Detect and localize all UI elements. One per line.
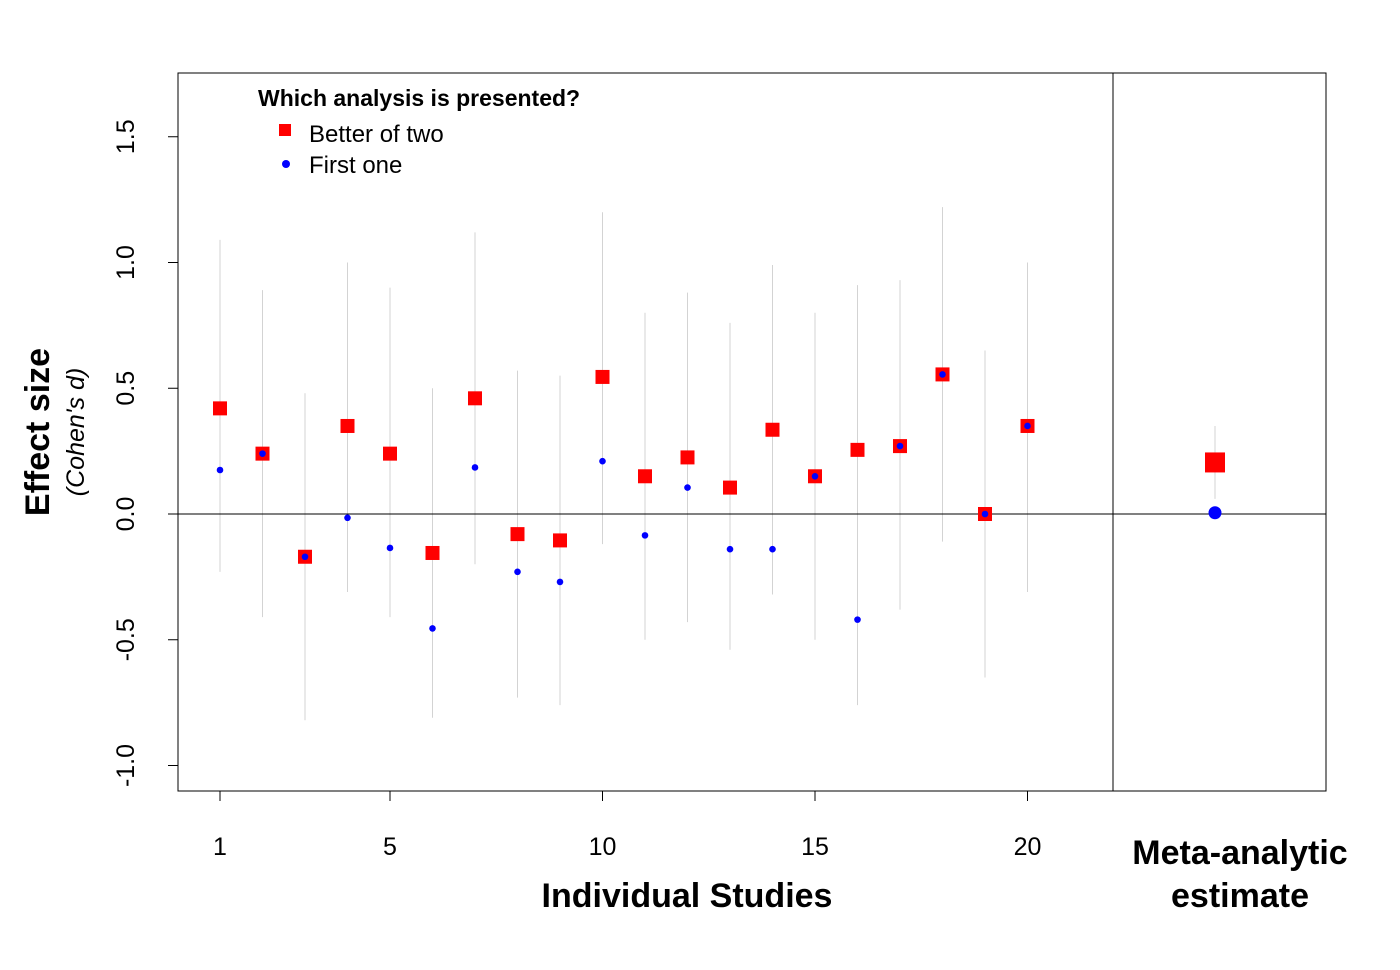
- x-tick-label-5: 5: [383, 833, 397, 861]
- better-of-two-point-4: [340, 418, 355, 433]
- confidence-intervals: [219, 207, 1216, 721]
- first-one-point-6: [429, 625, 436, 632]
- first-one-point-13: [726, 545, 734, 553]
- x-tick-label-1: 1: [213, 833, 227, 861]
- y-tick-label-0.0: 0.0: [112, 497, 140, 532]
- first-one-point-9: [556, 578, 564, 586]
- x-tick-label-20: 20: [1014, 833, 1042, 861]
- first-one-point-10: [599, 457, 606, 465]
- first-one-point-8: [514, 568, 521, 576]
- first-one-point-3: [301, 553, 309, 561]
- x-tick-label-10: 10: [589, 833, 617, 861]
- legend-title: Which analysis is presented?: [258, 85, 580, 111]
- first-one-point-4: [344, 514, 351, 522]
- better-of-two-point-16: [850, 442, 865, 457]
- legend: Which analysis is presented? Better of t…: [258, 85, 580, 179]
- better-of-two-point-1: [213, 401, 227, 416]
- first-one-point-18: [939, 371, 946, 378]
- better-of-two-point-5: [383, 446, 397, 461]
- meta-first-one-point: [1208, 506, 1222, 520]
- better-of-two-point-8: [510, 527, 525, 542]
- data-points: [213, 367, 1225, 632]
- x-axis-title: Individual Studies: [542, 877, 833, 915]
- first-one-point-16: [854, 616, 861, 623]
- first-one-point-11: [641, 532, 649, 539]
- better-of-two-point-10: [595, 369, 610, 384]
- y-tick-label--0.5: -0.5: [112, 618, 140, 661]
- better-of-two-point-6: [425, 545, 440, 560]
- y-tick-label-1.5: 1.5: [112, 119, 140, 154]
- first-one-point-7: [471, 464, 479, 471]
- first-one-point-14: [769, 545, 776, 553]
- first-one-point-19: [981, 510, 989, 518]
- better-of-two-point-9: [553, 533, 567, 548]
- y-axis: -1.0 -0.5 0.0 0.5 1.0 1.5: [112, 119, 178, 787]
- meta-better-of-two-point: [1205, 452, 1225, 473]
- first-one-point-20: [1024, 422, 1031, 430]
- first-one-point-5: [386, 544, 394, 552]
- y-axis-subtitle: (Cohen's d): [62, 368, 90, 496]
- x-tick-label-15: 15: [801, 833, 829, 861]
- better-of-two-point-12: [680, 450, 695, 465]
- first-one-point-15: [811, 472, 819, 480]
- legend-marker-square: [279, 124, 291, 136]
- meta-label-line1: Meta-analytic: [1132, 834, 1347, 872]
- first-one-point-12: [684, 484, 691, 491]
- meta-label-line2: estimate: [1171, 877, 1309, 915]
- x-axis: 1 5 10 15 20: [213, 791, 1041, 861]
- legend-label-better-of-two: Better of two: [309, 121, 444, 148]
- y-tick-label--1.0: -1.0: [112, 744, 140, 787]
- y-axis-title: Effect size: [19, 348, 57, 516]
- better-of-two-point-14: [765, 422, 780, 437]
- first-one-point-2: [259, 450, 266, 457]
- first-one-point-17: [896, 442, 904, 450]
- y-tick-label-1.0: 1.0: [112, 245, 140, 280]
- plot-frame: [177, 72, 1327, 792]
- better-of-two-point-7: [468, 391, 482, 406]
- first-one-point-1: [216, 466, 224, 474]
- y-tick-label-0.5: 0.5: [112, 371, 140, 406]
- better-of-two-point-13: [723, 480, 737, 495]
- legend-marker-circle: [282, 160, 290, 168]
- better-of-two-point-11: [638, 469, 652, 484]
- legend-label-first-one: First one: [309, 152, 402, 179]
